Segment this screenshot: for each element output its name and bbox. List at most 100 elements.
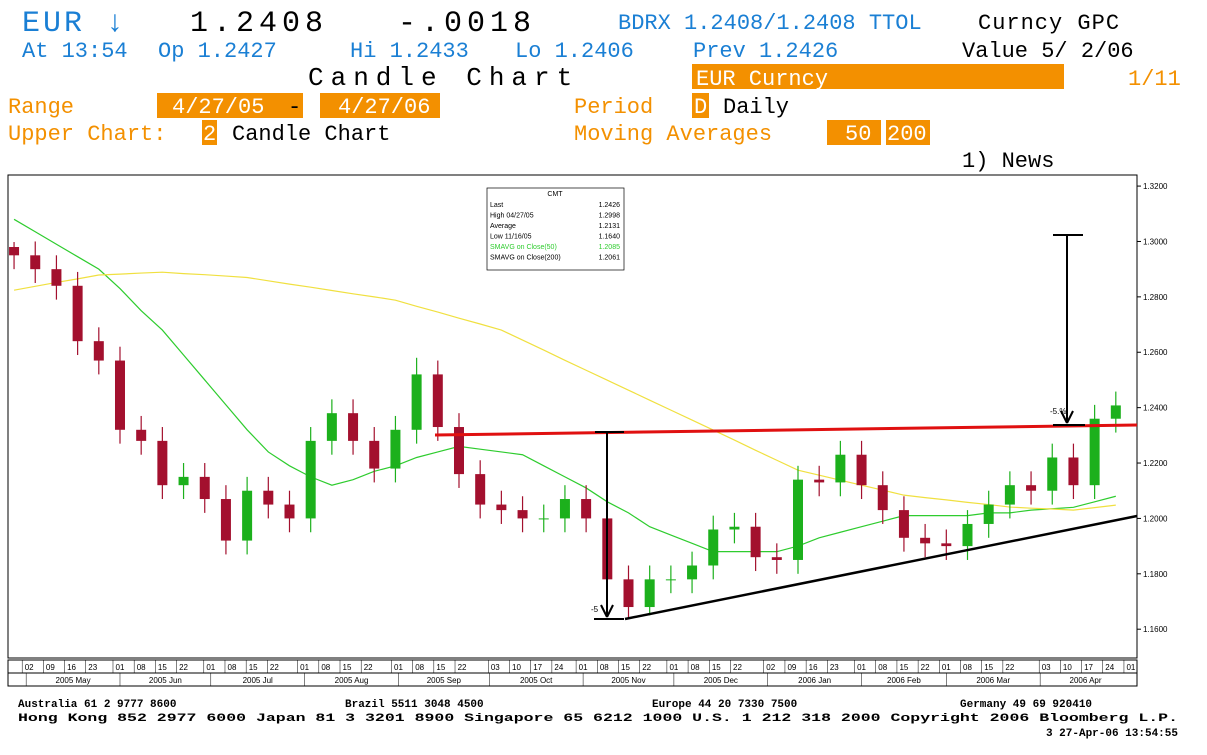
candle-body	[496, 504, 507, 511]
candle-body	[962, 523, 973, 547]
range-to[interactable]: 4/27/06	[338, 95, 430, 120]
x-tick-label: 01	[116, 663, 125, 672]
candle-body	[581, 499, 592, 519]
month-label: 2005 Jul	[243, 676, 273, 685]
x-tick-label: 22	[642, 663, 651, 672]
x-tick-label: 10	[512, 663, 521, 672]
change: -.0018	[398, 7, 536, 41]
y-tick-label: 1.1600	[1143, 625, 1168, 634]
ma1-box	[827, 120, 881, 145]
quote-low: Lo 1.2406	[515, 39, 634, 64]
period-code[interactable]: D	[694, 95, 707, 120]
x-tick-label: 15	[899, 663, 908, 672]
candle-body	[517, 510, 528, 519]
candle-body	[898, 510, 909, 538]
candle-body	[665, 579, 676, 581]
legend-value: 1.2131	[599, 223, 621, 230]
y-tick-label: 1.2600	[1143, 348, 1168, 357]
legend-title: CMT	[547, 191, 563, 198]
x-tick-label: 02	[25, 663, 34, 672]
candle-body	[708, 529, 719, 566]
range-from[interactable]: 4/27/05	[172, 95, 264, 120]
x-tick-label: 08	[415, 663, 424, 672]
legend-value: 1.2085	[599, 244, 621, 251]
x-tick-label: 22	[1005, 663, 1014, 672]
y-tick-label: 1.2400	[1143, 404, 1168, 413]
month-label: 2005 Oct	[520, 676, 553, 685]
candle-body	[72, 285, 83, 342]
upper-code[interactable]: 2	[203, 122, 216, 147]
x-tick-label: 15	[621, 663, 630, 672]
month-label: 2005 Jun	[149, 676, 182, 685]
x-tick-label: 17	[533, 663, 542, 672]
price: 1.2408	[190, 7, 328, 41]
ma2[interactable]: 200	[887, 122, 927, 147]
month-label: 2006 Feb	[887, 676, 921, 685]
x-tick-label: 15	[158, 663, 167, 672]
x-tick-label: 22	[179, 663, 188, 672]
ma1[interactable]: 50	[845, 122, 871, 147]
candle-body	[559, 499, 570, 519]
x-tick-label: 08	[321, 663, 330, 672]
footer-stamp: 3 27-Apr-06 13:54:55	[1046, 728, 1178, 740]
candle-body	[623, 579, 634, 608]
quote-open: Op 1.2427	[158, 39, 277, 64]
x-tick-label: 01	[857, 663, 866, 672]
candle-body	[1026, 485, 1037, 491]
measure-arrow	[1060, 410, 1068, 424]
legend-box	[486, 187, 625, 271]
legend-series: SMAVG on Close(200)	[490, 255, 561, 262]
candle-body	[178, 476, 189, 486]
upper-label: Upper Chart:	[8, 122, 166, 147]
month-label: 2006 Apr	[1070, 676, 1102, 685]
candle-body	[390, 429, 401, 469]
candle-body	[136, 429, 147, 441]
period-box	[692, 93, 709, 118]
candle-body	[983, 504, 994, 524]
candle-body	[220, 499, 231, 541]
candle-body	[348, 413, 359, 441]
upper-box	[202, 120, 217, 145]
candle-body	[877, 485, 888, 511]
x-tick-label: 01	[1126, 663, 1135, 672]
candle-body	[114, 360, 125, 430]
y-tick-label: 1.2800	[1143, 293, 1168, 302]
measure-arrow	[600, 604, 608, 618]
upper-chart: Candle Chart	[232, 122, 390, 147]
x-tick-label: 10	[1063, 663, 1072, 672]
resistance-line	[434, 423, 1138, 437]
candle-body	[9, 247, 20, 256]
source: BDRX 1.2408/1.2408 TTOL	[618, 11, 922, 36]
x-tick-label: 22	[364, 663, 373, 672]
legend-series: SMAVG on Close(50)	[490, 244, 557, 251]
candle-body	[835, 454, 846, 483]
legend-value: 1.2998	[599, 213, 621, 220]
month-label: 2005 Dec	[704, 676, 738, 685]
x-tick-label: 01	[300, 663, 309, 672]
candle-body	[920, 537, 931, 544]
month-label: 2005 Sep	[427, 676, 462, 685]
x-tick-label: 24	[554, 663, 563, 672]
month-label: 2006 Jan	[798, 676, 831, 685]
quote-time: At 13:54	[22, 39, 128, 64]
support-line	[624, 514, 1138, 621]
news[interactable]: 1) News	[962, 149, 1054, 174]
candle-body	[475, 474, 486, 505]
x-tick-label: 01	[579, 663, 588, 672]
legend-label: Low 11/16/05	[490, 234, 532, 241]
x-tick-label: 15	[343, 663, 352, 672]
legend-value: 1.2061	[599, 255, 621, 262]
moving-average-line	[13, 271, 1116, 511]
x-tick-label: 22	[270, 663, 279, 672]
candle-body	[644, 579, 655, 608]
candle-body	[432, 374, 443, 428]
footer-contact: Australia 61 2 9777 8600	[18, 699, 176, 711]
security-name[interactable]: EUR Curncy	[696, 67, 828, 92]
footer-contact: Brazil 5511 3048 4500	[345, 699, 484, 711]
x-tick-label: 08	[600, 663, 609, 672]
candle-body	[284, 504, 295, 519]
annotation: -5	[591, 605, 599, 614]
x-tick-label: 03	[491, 663, 500, 672]
x-tick-label: 03	[1042, 663, 1051, 672]
candle-body	[750, 526, 761, 558]
